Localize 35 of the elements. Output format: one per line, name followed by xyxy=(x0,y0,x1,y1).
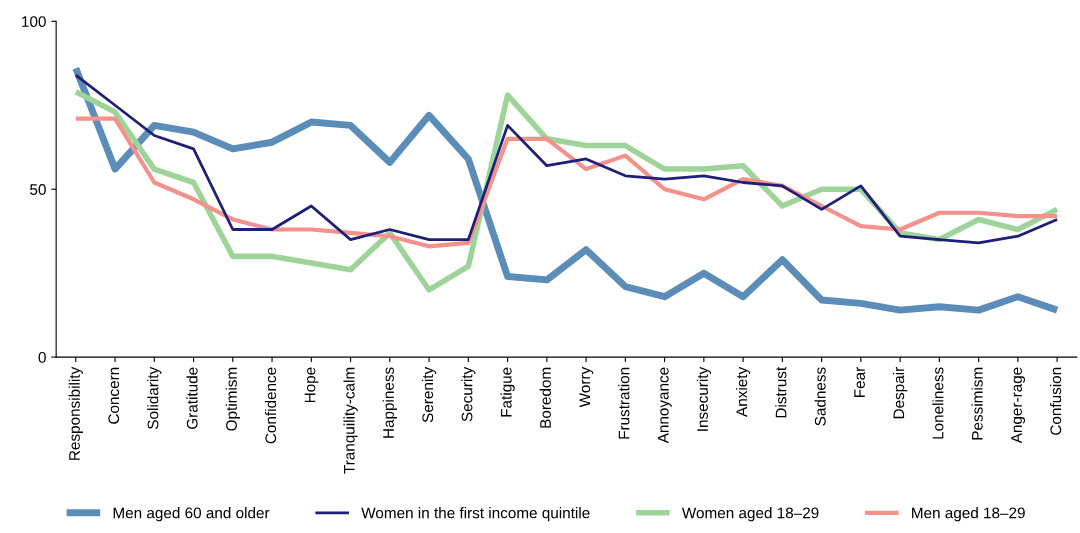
y-tick-label: 100 xyxy=(22,16,46,28)
line-series xyxy=(74,73,1059,245)
x-tick-label: Responsibility xyxy=(68,366,83,460)
x-tick-label: Anger-rage xyxy=(1011,367,1025,444)
x-tick-label: Concern xyxy=(108,367,120,424)
x-tick-label: Serenity xyxy=(421,366,437,423)
x-tick-label: Confidence xyxy=(264,367,277,444)
x-tick-label: Worry xyxy=(579,366,594,408)
x-tick-label: Confusion xyxy=(1050,367,1062,435)
y-tick-label: 50 xyxy=(30,184,46,195)
x-tick-label: Pessimism xyxy=(971,367,983,440)
x-tick-label: Loneliness xyxy=(932,367,944,439)
legend-label: Men aged 60 and older xyxy=(113,507,270,522)
x-tick-label: Happiness xyxy=(382,367,397,438)
line-series xyxy=(73,116,1060,249)
x-tick-label: Sadness xyxy=(814,367,826,426)
x-tick-label: Fear xyxy=(854,367,865,397)
x-tick-label: Security xyxy=(461,366,476,422)
x-tick-label: Anxiety xyxy=(735,366,751,417)
x-tick-label: Insecurity xyxy=(696,366,711,431)
legend-label: Women aged 18–29 xyxy=(681,507,819,522)
legend-label: Men aged 18–29 xyxy=(912,507,1025,522)
x-tick-label: Tranquility-calm xyxy=(343,367,358,474)
x-tick-label: Annoyance xyxy=(658,367,672,444)
x-tick-label: Distrust xyxy=(775,366,787,418)
x-tick-label: Despair xyxy=(893,367,908,419)
x-tick-label: Hope xyxy=(304,367,319,403)
legend-label: Women in the first income quintile xyxy=(361,507,590,522)
x-tick-label: Fatigue xyxy=(500,367,515,417)
x-tick-label: Frustration xyxy=(618,367,630,439)
x-tick-label: Boredom xyxy=(539,367,551,428)
y-tick-label: 0 xyxy=(38,351,46,363)
x-tick-label: Solidarity xyxy=(147,366,162,429)
x-tick-label: Gratitude xyxy=(186,367,198,429)
x-tick-label: Optimism xyxy=(225,367,240,431)
